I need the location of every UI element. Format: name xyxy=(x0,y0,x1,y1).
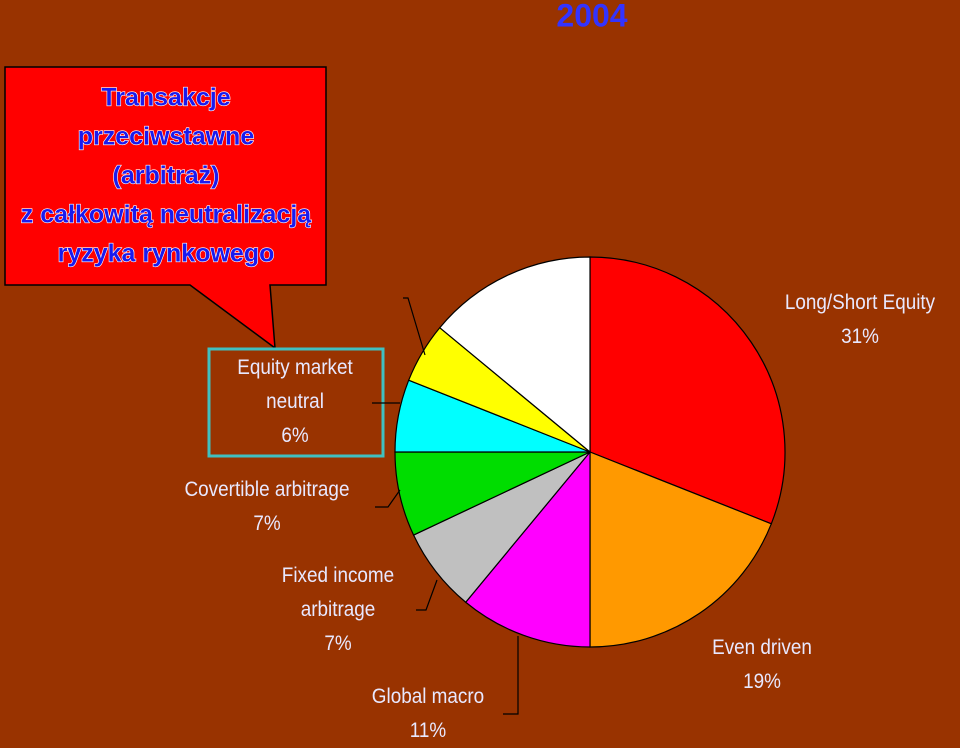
pie-slice xyxy=(464,450,591,648)
category-label: Global macro xyxy=(371,685,485,708)
callout-text: przeciwstawne xyxy=(78,123,255,151)
category-label: Equity market neutral xyxy=(237,356,353,413)
category-label: Long/Short Equity xyxy=(784,291,936,314)
value-label: 31% xyxy=(841,325,879,348)
value-label: 7% xyxy=(253,512,281,535)
leader-line xyxy=(375,489,401,508)
callout-box xyxy=(4,66,327,350)
leader-line xyxy=(503,636,519,715)
slice-label: Global macro 11% xyxy=(348,680,508,748)
leader-line xyxy=(403,297,426,356)
category-label: Fixed income arbitrage xyxy=(281,564,395,621)
slice-label: Even driven 19% xyxy=(682,631,842,699)
value-label: 19% xyxy=(743,670,781,693)
slice-label: Covertible arbitrage 7% xyxy=(152,473,382,541)
category-label: Even driven xyxy=(712,636,812,659)
callout-text: Transakcje xyxy=(101,84,230,112)
pie-slice xyxy=(438,256,591,454)
chart-title: 2004 xyxy=(556,0,627,33)
slice-label: Equity market neutral 6% xyxy=(220,351,370,453)
value-label: 6% xyxy=(281,424,309,447)
category-label: Covertible arbitrage xyxy=(184,478,350,501)
pie-slice xyxy=(589,256,786,525)
leader-line xyxy=(416,579,438,611)
callout-text: z całkowitą neutralizacją xyxy=(21,201,312,229)
value-label: 7% xyxy=(324,632,352,655)
slice-label: Fixed income arbitrage 7% xyxy=(258,559,418,661)
slice-label: Long/Short Equity 31% xyxy=(760,286,960,354)
callout-text: ryzyka rynkowego xyxy=(58,240,275,268)
callout-text: (arbitraż) xyxy=(113,162,220,190)
value-label: 11% xyxy=(409,719,447,742)
pie-slice xyxy=(589,451,773,648)
